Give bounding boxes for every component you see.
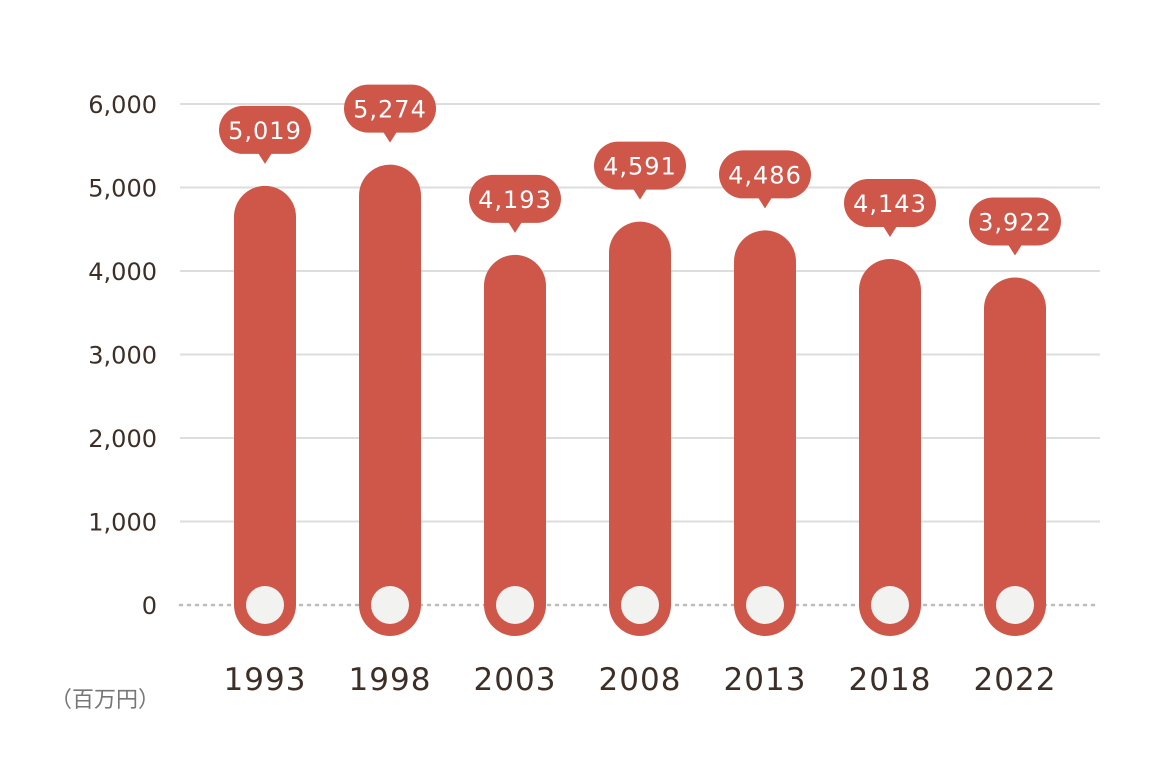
- data-label: 4,193: [478, 186, 552, 214]
- data-label: 5,274: [353, 96, 427, 124]
- value-bubble-pointer: [508, 221, 522, 233]
- y-tick-label: 0: [142, 592, 157, 620]
- y-tick-label: 2,000: [88, 425, 157, 453]
- bar: [734, 230, 796, 636]
- value-bubble: [344, 84, 436, 133]
- baseline-marker: [371, 586, 409, 624]
- baseline-marker: [871, 586, 909, 624]
- data-label: 5,019: [228, 117, 302, 145]
- x-axis: 1993 1998 2003 2008 2013 2018 2022: [224, 662, 1057, 698]
- bar: [609, 221, 671, 637]
- y-tick-label: 3,000: [88, 342, 157, 370]
- y-tick-label: 5,000: [88, 175, 157, 203]
- x-tick-label: 2022: [974, 662, 1057, 698]
- value-bubble: [469, 174, 561, 223]
- y-tick-label: 6,000: [88, 91, 157, 119]
- baseline-marker: [246, 586, 284, 624]
- y-tick-label: 1,000: [88, 509, 157, 537]
- bar-group: 3,922: [969, 197, 1061, 636]
- baseline-marker: [621, 586, 659, 624]
- value-bubble: [219, 105, 311, 154]
- bar: [359, 164, 421, 636]
- unit-label: （百万円）: [50, 688, 160, 713]
- value-bubble: [844, 179, 936, 228]
- bar-group: 4,591: [594, 141, 686, 637]
- value-bubble-pointer: [1008, 244, 1022, 256]
- data-label: 4,143: [853, 190, 927, 218]
- baseline-marker: [996, 586, 1034, 624]
- data-label: 3,922: [978, 209, 1052, 237]
- value-bubble: [719, 150, 811, 199]
- value-bubble: [969, 197, 1061, 246]
- value-bubble-pointer: [758, 197, 772, 209]
- y-axis: 0 1,000 2,000 3,000 4,000 5,000 6,000: [88, 91, 157, 620]
- data-label: 4,486: [728, 161, 802, 189]
- value-bubble-pointer: [633, 188, 647, 200]
- data-label: 4,591: [603, 153, 677, 181]
- bar-group: 4,193: [469, 174, 561, 636]
- x-tick-label: 1993: [224, 662, 307, 698]
- bar-group: 5,274: [344, 84, 436, 636]
- baseline-marker: [496, 586, 534, 624]
- x-tick-label: 2018: [849, 662, 932, 698]
- bars: 5,019 5,274 4,193 4,591 4,486 4,143 3,922: [219, 84, 1061, 637]
- x-tick-label: 2013: [724, 662, 807, 698]
- x-tick-label: 2008: [599, 662, 682, 698]
- value-bubble-pointer: [258, 152, 272, 164]
- bar: [984, 277, 1046, 636]
- baseline-marker: [746, 586, 784, 624]
- bar: [859, 259, 921, 636]
- bar: [234, 185, 296, 636]
- value-bubble-pointer: [383, 131, 397, 143]
- bar-group: 4,486: [719, 150, 811, 636]
- bar: [484, 254, 546, 636]
- bar-group: 4,143: [844, 179, 936, 636]
- value-bubble: [594, 141, 686, 190]
- y-tick-label: 4,000: [88, 258, 157, 286]
- x-tick-label: 2003: [474, 662, 557, 698]
- bar-group: 5,019: [219, 105, 311, 636]
- x-tick-label: 1998: [349, 662, 432, 698]
- value-bubble-pointer: [883, 226, 897, 238]
- gridlines: [178, 103, 1102, 607]
